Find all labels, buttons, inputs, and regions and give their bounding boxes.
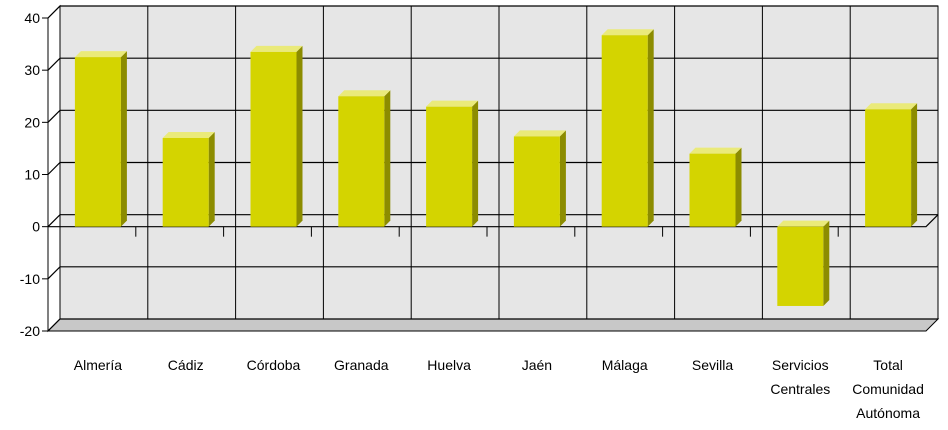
y-tick-label: 10 (24, 167, 40, 183)
bar-top (601, 29, 654, 36)
bar (338, 96, 385, 227)
bar (250, 51, 297, 227)
bar (689, 153, 736, 227)
bar-side (296, 45, 303, 227)
y-tick-label: 30 (24, 62, 40, 78)
bar-top (426, 100, 479, 107)
x-tick-label: Servicios (772, 357, 829, 373)
bar (513, 136, 560, 227)
bar-top (865, 103, 918, 110)
x-tick-label: Jaén (522, 357, 552, 373)
y-tick-label: 40 (24, 10, 40, 26)
x-tick-label: Málaga (602, 357, 648, 373)
x-tick-label: Huelva (427, 357, 471, 373)
bar-side (823, 220, 830, 306)
x-tick-label: Total (873, 357, 903, 373)
x-tick-label: Sevilla (692, 357, 733, 373)
bar (162, 137, 209, 227)
y-gridline (47, 266, 938, 280)
bar-side (384, 90, 391, 227)
y-gridline (47, 5, 938, 19)
y-tick-label: -20 (20, 323, 40, 339)
y-tick-label: -10 (20, 271, 40, 287)
x-tick-label: Comunidad (852, 381, 924, 397)
bar-side (120, 51, 127, 227)
bar-side (911, 103, 918, 227)
bar (601, 35, 648, 227)
y-tick-label: 20 (24, 114, 40, 130)
bar-top (513, 130, 566, 137)
x-tick-label: Almería (74, 357, 122, 373)
bar-side (735, 147, 742, 227)
y-tick-label: 0 (32, 219, 40, 235)
bar-top (777, 220, 830, 227)
bar (74, 57, 121, 227)
x-tick-label: Cádiz (168, 357, 204, 373)
bar-side (559, 130, 566, 227)
bar-top (250, 45, 303, 52)
x-tick-label: Córdoba (247, 357, 301, 373)
bar-side (472, 100, 479, 227)
bar-top (689, 147, 742, 154)
bar-side (208, 131, 215, 227)
bar (865, 109, 912, 227)
bar (777, 226, 824, 306)
x-tick-label: Granada (334, 357, 389, 373)
x-tick-label: Autónoma (856, 405, 920, 421)
y-gridline (47, 318, 938, 332)
bar-top (338, 90, 391, 97)
plot-floor (46, 318, 940, 332)
x-tick-label: Centrales (770, 381, 830, 397)
bar (426, 106, 473, 227)
bar-top (74, 51, 127, 58)
bar-top (162, 131, 215, 138)
bar-side (647, 29, 654, 227)
